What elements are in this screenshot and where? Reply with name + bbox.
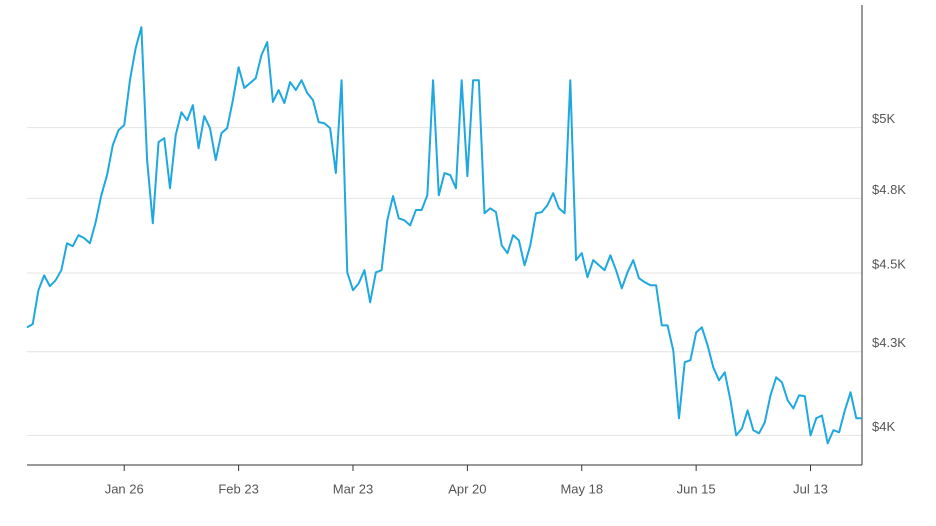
y-tick-label: $4.8K [872, 182, 906, 197]
x-tick-label: Mar 23 [333, 481, 373, 496]
x-tick-label: Feb 23 [218, 481, 258, 496]
price-line [26, 26, 862, 445]
y-tick-label: $5K [872, 111, 895, 126]
y-tick-label: $4.3K [872, 335, 906, 350]
x-tick-label: Jan 26 [105, 481, 144, 496]
y-tick-label: $4.5K [872, 256, 906, 271]
y-tick-label: $4K [872, 419, 895, 434]
x-tick-label: Jul 13 [793, 481, 828, 496]
x-tick-label: May 18 [560, 481, 603, 496]
x-tick-label: Jun 15 [677, 481, 716, 496]
x-tick-label: Apr 20 [448, 481, 486, 496]
